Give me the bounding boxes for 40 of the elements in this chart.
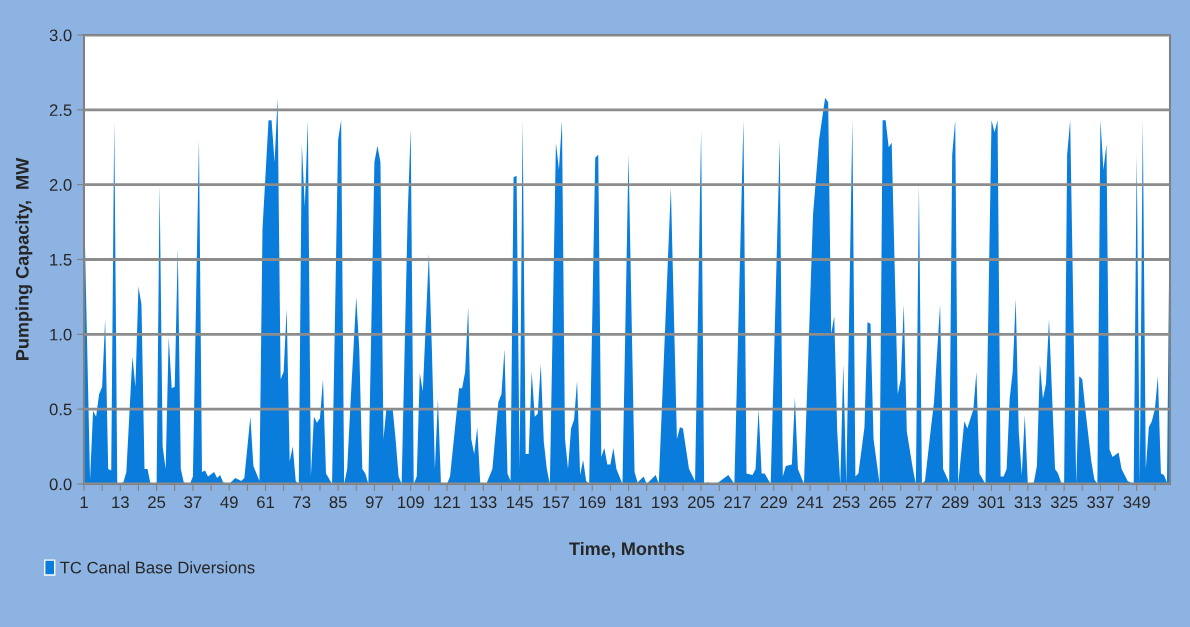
x-tick-label: 97 <box>365 496 383 509</box>
x-tick-label: 205 <box>688 496 715 509</box>
x-tick-label: 73 <box>293 496 311 509</box>
y-tick-label: 0.0 <box>49 478 72 491</box>
y-tick-label: 2.0 <box>49 179 72 191</box>
x-tick-label: 349 <box>1123 496 1150 509</box>
x-tick-label: 241 <box>796 496 824 508</box>
x-tick-label: 253 <box>833 496 860 509</box>
x-tick-label: 109 <box>398 496 424 509</box>
y-tick-label: 1.0 <box>50 328 72 341</box>
y-tick-label: 2.5 <box>49 104 72 117</box>
x-tick-label: 169 <box>579 496 606 509</box>
x-tick-label: 133 <box>470 496 497 509</box>
x-tick-label: 301 <box>978 496 1005 509</box>
x-tick-label: 37 <box>184 496 202 509</box>
x-tick-label: 121 <box>434 496 461 508</box>
x-tick-label: 277 <box>905 496 932 508</box>
y-tick-label: 3.0 <box>49 29 72 42</box>
x-tick-label: 13 <box>112 496 129 509</box>
x-tick-label: 289 <box>942 496 969 509</box>
y-axis-title: Pumping Capacity, MW <box>15 157 33 360</box>
x-axis-title: Time, Months <box>569 541 685 558</box>
x-tick-label: 229 <box>760 496 787 509</box>
x-tick-label: 313 <box>1014 496 1041 509</box>
y-tick-label: 0.5 <box>49 403 72 416</box>
x-tick-label: 325 <box>1050 496 1078 509</box>
x-tick-label: 217 <box>724 496 751 508</box>
x-tick-label: 61 <box>257 496 274 509</box>
x-tick-label: 337 <box>1087 496 1114 509</box>
y-tick-label: 1.5 <box>50 254 72 266</box>
x-tick-label: 265 <box>869 496 896 509</box>
x-tick-label: 145 <box>506 496 533 509</box>
legend-label: TC Canal Base Diversions <box>60 561 255 574</box>
x-tick-label: 49 <box>220 496 238 509</box>
x-tick-label: 157 <box>543 496 569 509</box>
x-tick-label: 25 <box>148 496 166 509</box>
x-tick-label: 193 <box>652 496 678 509</box>
x-tick-label: 181 <box>615 496 642 509</box>
x-tick-label: 85 <box>329 496 347 509</box>
x-tick-label: 1 <box>80 496 88 508</box>
